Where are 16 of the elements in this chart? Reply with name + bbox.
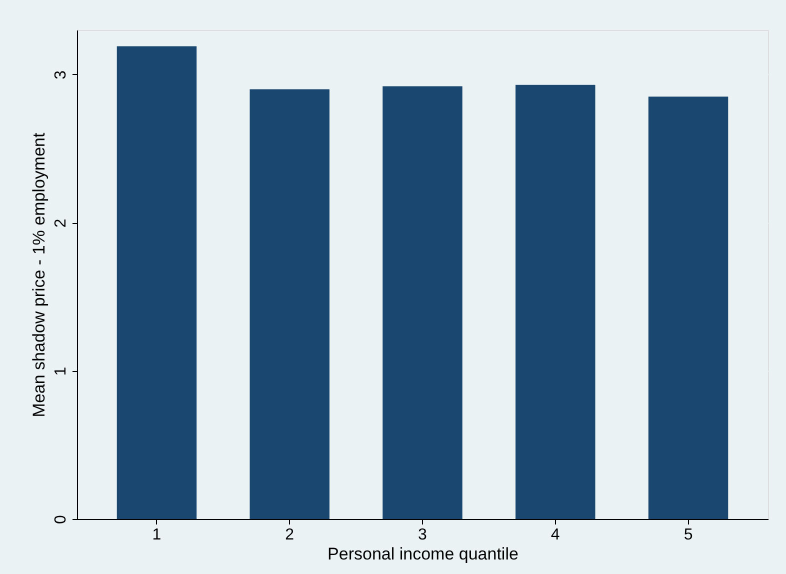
bar: [250, 89, 330, 519]
x-axis-title: Personal income quantile: [328, 544, 518, 564]
x-tick-label: 4: [550, 526, 560, 544]
y-axis-title: Mean shadow price - 1% employment: [30, 132, 48, 418]
bar: [516, 84, 596, 519]
x-tick-label: 1: [152, 526, 162, 544]
x-tick-label: 2: [285, 526, 294, 544]
bar: [648, 96, 728, 519]
y-tick-label: 2: [52, 218, 70, 228]
y-tick-label: 0: [52, 514, 70, 524]
bar: [382, 86, 462, 519]
x-tick-label: 5: [684, 526, 693, 544]
y-tick-label: 1: [52, 366, 70, 376]
x-tick-label: 3: [418, 526, 428, 544]
bar: [116, 46, 197, 519]
y-tick-label: 3: [52, 70, 70, 80]
